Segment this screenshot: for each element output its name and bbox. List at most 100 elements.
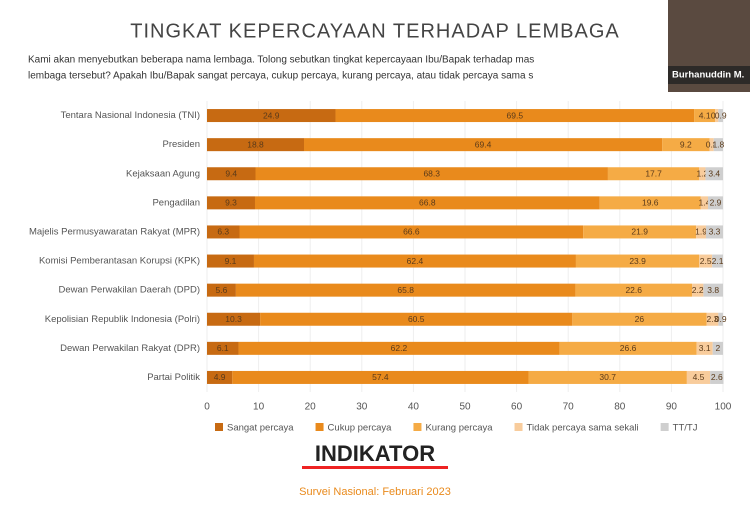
bar-segment (207, 109, 336, 123)
value-label: 24.9 (263, 110, 280, 120)
bar-segment (239, 225, 584, 239)
bar-segment (718, 109, 723, 123)
bar-segment (559, 341, 697, 355)
legend-swatch (660, 423, 669, 431)
legend-label: Sangat percaya (227, 423, 294, 434)
bar-segment (575, 283, 693, 297)
value-label: 1.9 (695, 227, 707, 237)
video-label-bg (668, 66, 750, 84)
value-label: 2.9 (710, 198, 722, 208)
legend-label: Cukup percaya (328, 423, 393, 434)
bar-segment (207, 138, 305, 152)
y-tick-label: Tentara Nasional Indonesia (TNI) (61, 110, 200, 121)
video-label: Burhanuddin M. (672, 70, 744, 81)
legend-label: Kurang percaya (425, 423, 493, 434)
bar-segment (238, 341, 560, 355)
value-label: 26 (635, 314, 645, 324)
value-label: 4.1 (699, 110, 711, 120)
bar-segment (686, 370, 711, 384)
value-label: 9.3 (225, 198, 237, 208)
bar-segment (662, 138, 710, 152)
bar-segment (304, 138, 663, 152)
value-label: 18.8 (247, 139, 264, 149)
x-tick-label: 100 (715, 402, 732, 413)
value-label: 19.6 (642, 198, 659, 208)
value-label: 9.1 (225, 256, 237, 266)
value-label: 3.8 (707, 285, 719, 295)
bar-segment (607, 167, 700, 181)
y-tick-label: Dewan Perwakilan Daerah (DPD) (59, 285, 201, 296)
value-label: 21.9 (631, 227, 648, 237)
bar-segment (207, 196, 255, 210)
bar-segment (696, 225, 706, 239)
legend-swatch (413, 423, 422, 431)
x-tick-label: 80 (614, 402, 626, 413)
bar-segment (260, 312, 573, 326)
value-label: 68.3 (423, 169, 440, 179)
bar-segment (712, 254, 723, 268)
bar-segment (255, 167, 608, 181)
value-label: 57.4 (372, 372, 389, 382)
bar-segment (705, 167, 723, 181)
x-tick-label: 10 (253, 402, 265, 413)
value-label: 69.4 (475, 139, 492, 149)
bar-segment (712, 341, 723, 355)
value-label: 6.1 (217, 343, 229, 353)
bar-segment (715, 109, 719, 123)
logo: INDIKATOR (315, 441, 435, 466)
bar-segment (699, 167, 706, 181)
bar-segment (708, 196, 723, 210)
x-tick-label: 0 (204, 402, 210, 413)
y-tick-label: Dewan Perwakilan Rakyat (DPR) (60, 343, 200, 354)
bar-segment (207, 341, 239, 355)
value-label: 23.9 (629, 256, 646, 266)
x-tick-label: 40 (408, 402, 420, 413)
value-label: 3.3 (709, 227, 721, 237)
value-label: 5.6 (216, 285, 228, 295)
value-label: 2.3 (707, 314, 719, 324)
footer: Survei Nasional: Februari 2023 (299, 486, 451, 498)
bar-segment (703, 283, 723, 297)
bar-segment (253, 254, 576, 268)
bar-segment (694, 109, 716, 123)
bar-segment (575, 254, 700, 268)
bar-segment (207, 370, 233, 384)
value-label: 22.6 (625, 285, 642, 295)
bar-segment (207, 167, 256, 181)
x-tick-label: 50 (459, 402, 471, 413)
x-tick-label: 70 (563, 402, 575, 413)
bar-segment (705, 225, 723, 239)
legend-swatch (514, 423, 523, 431)
bar-segment (232, 370, 529, 384)
value-label: 4.5 (693, 372, 705, 382)
bar-segment (692, 283, 704, 297)
value-label: 2 (715, 343, 720, 353)
logo-underline (302, 466, 448, 469)
y-tick-label: Komisi Pemberantasan Korupsi (KPK) (39, 256, 200, 267)
value-label: 66.8 (419, 198, 436, 208)
subtitle-line: lembaga tersebut? Apakah Ibu/Bapak sanga… (28, 71, 533, 82)
bar-segment (207, 225, 240, 239)
bar-segment (599, 196, 701, 210)
bar-segment (696, 341, 713, 355)
value-label: 9.2 (680, 139, 692, 149)
bar-segment (528, 370, 687, 384)
bar-segment (572, 312, 707, 326)
legend-swatch (215, 423, 223, 431)
value-label: 60.5 (408, 314, 425, 324)
y-tick-label: Majelis Permusyawaratan Rakyat (MPR) (29, 226, 200, 237)
bar-segment (710, 370, 724, 384)
value-label: 2.2 (692, 285, 704, 295)
bar-segment (699, 254, 713, 268)
x-tick-label: 30 (356, 402, 368, 413)
y-tick-label: Kepolisian Republik Indonesia (Polri) (45, 314, 200, 325)
value-label: 69.5 (507, 110, 524, 120)
y-tick-label: Kejaksaan Agung (126, 168, 200, 179)
legend-swatch (315, 423, 324, 431)
bar-segment (706, 312, 719, 326)
bar-segment (254, 196, 600, 210)
value-label: 66.6 (403, 227, 420, 237)
bar-segment (207, 254, 254, 268)
value-label: 1.2 (696, 169, 708, 179)
y-tick-label: Partai Politik (147, 372, 200, 383)
